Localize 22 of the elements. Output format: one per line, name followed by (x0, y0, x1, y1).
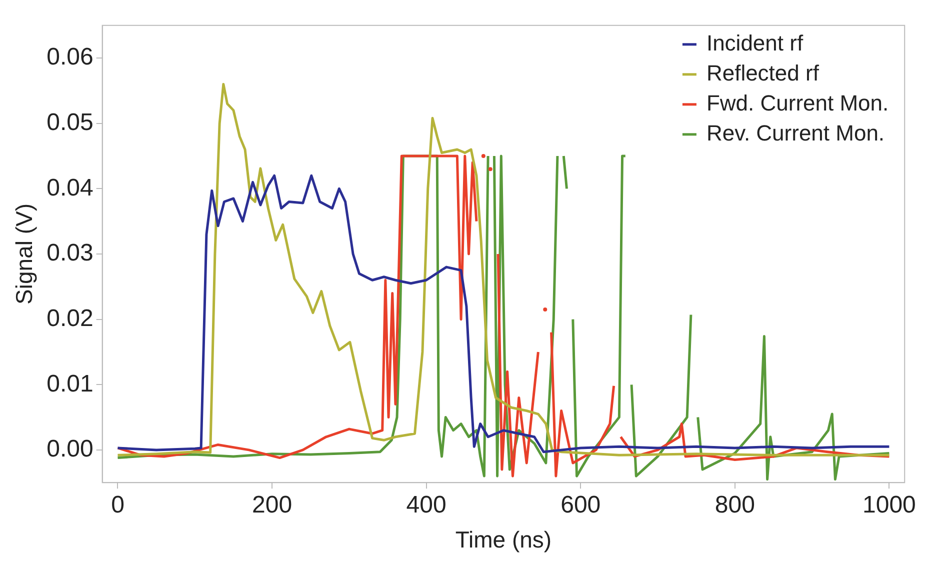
legend-label: Fwd. Current Mon. (706, 90, 889, 116)
y-tick-label: 0.06 (46, 44, 94, 71)
x-axis-title: Time (ns) (455, 526, 552, 553)
y-tick-label: 0.01 (46, 370, 94, 398)
y-tick-label: 0.00 (46, 436, 94, 463)
x-tick-label: 800 (714, 492, 755, 519)
point (488, 167, 492, 172)
legend-label: Incident rf (706, 30, 804, 56)
x-tick-label: 600 (560, 492, 601, 519)
y-tick-label: 0.02 (46, 304, 94, 332)
point (481, 154, 486, 158)
x-tick-label: 1000 (862, 492, 916, 519)
y-tick-label: 0.05 (46, 108, 94, 136)
x-tick-label: 200 (252, 492, 292, 519)
y-tick-label: 0.04 (46, 174, 94, 202)
y-tick-label: 0.03 (46, 240, 94, 267)
x-tick-label: 0 (111, 492, 124, 519)
x-tick-label: 400 (406, 492, 446, 519)
legend-label: Rev. Current Mon. (706, 120, 885, 146)
y-axis-title: Signal (V) (11, 204, 38, 304)
legend-label: Reflected rf (706, 60, 820, 86)
point (543, 308, 548, 312)
